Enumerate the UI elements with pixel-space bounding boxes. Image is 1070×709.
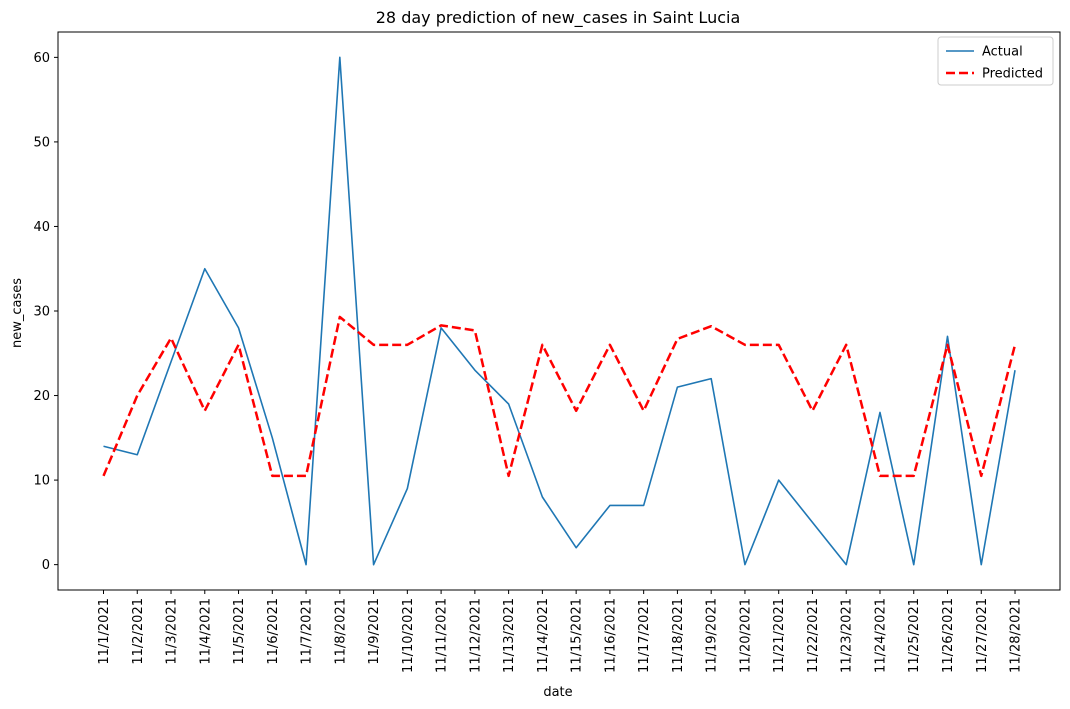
x-tick-label-18: 11/18/2021 [671,598,686,673]
y-tick-label-0: 0 [42,558,50,573]
x-tick-label-27: 11/27/2021 [975,598,990,673]
x-tick-label-24: 11/24/2021 [873,598,888,673]
x-tick-label-2: 11/2/2021 [131,598,146,665]
x-tick-label-5: 11/5/2021 [232,598,247,665]
y-tick-label-30: 30 [33,305,50,320]
x-tick-label-25: 11/25/2021 [907,598,922,673]
x-tick-label-10: 11/10/2021 [401,598,416,673]
y-tick-label-20: 20 [33,389,50,404]
legend-label-predicted: Predicted [982,67,1043,82]
x-tick-label-16: 11/16/2021 [603,598,618,673]
x-tick-label-23: 11/23/2021 [840,598,855,673]
x-tick-label-14: 11/14/2021 [536,598,551,673]
x-tick-label-28: 11/28/2021 [1009,598,1024,673]
y-tick-label-40: 40 [33,220,50,235]
x-tick-label-20: 11/20/2021 [738,598,753,673]
y-tick-label-50: 50 [33,135,50,150]
x-tick-label-4: 11/4/2021 [198,598,213,665]
series-line-actual [103,56,1016,566]
x-tick-label-12: 11/12/2021 [468,598,483,673]
x-tick-label-7: 11/7/2021 [300,598,315,665]
y-axis-label: new_cases [10,278,25,348]
x-tick-label-1: 11/1/2021 [97,598,112,665]
y-tick-label-10: 10 [33,474,50,489]
chart-title: 28 day prediction of new_cases in Saint … [376,8,741,28]
plot-frame [57,31,1061,591]
y-tick-label-60: 60 [33,51,50,66]
x-tick-label-22: 11/22/2021 [806,598,821,673]
x-tick-label-13: 11/13/2021 [502,598,517,673]
x-tick-label-3: 11/3/2021 [165,598,180,665]
x-tick-label-15: 11/15/2021 [570,598,585,673]
x-tick-label-9: 11/9/2021 [367,598,382,665]
x-tick-label-8: 11/8/2021 [333,598,348,665]
plot-area: 0 10 20 30 40 50 60 11/1/2021 11/2/2021 11/3/2021… [33,31,1061,673]
x-tick-label-11: 11/11/2021 [435,598,450,673]
x-tick-label-6: 11/6/2021 [266,598,281,665]
x-axis-label: date [543,685,572,700]
x-tick-label-19: 11/19/2021 [705,598,720,673]
x-tick-label-21: 11/21/2021 [772,598,787,673]
x-tick-label-26: 11/26/2021 [941,598,956,673]
series-line-predicted [102,315,1017,478]
legend-label-actual: Actual [982,45,1023,60]
x-tick-label-17: 11/17/2021 [637,598,652,673]
